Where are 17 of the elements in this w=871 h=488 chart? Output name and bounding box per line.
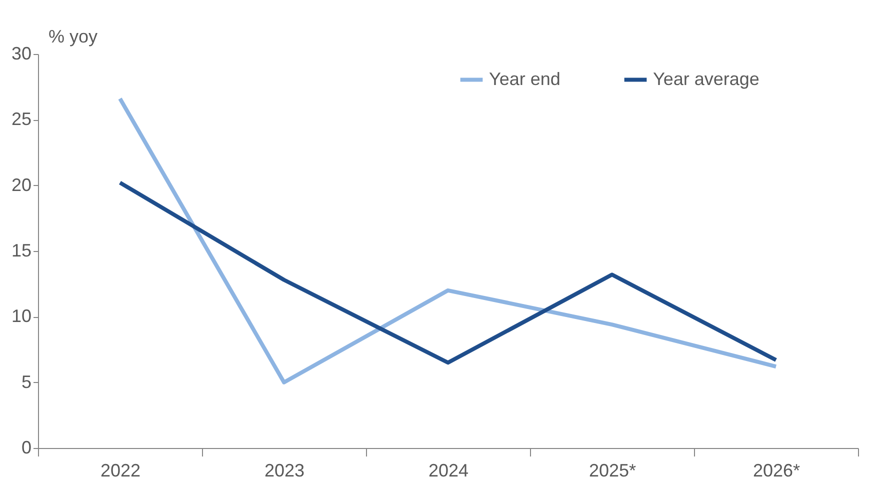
y-tick-label: 30 [11, 44, 32, 64]
y-tick-label: 20 [11, 174, 32, 195]
y-tick-label: 15 [11, 240, 32, 260]
line-series [118, 180, 778, 365]
x-tick-label: 2022 [100, 460, 141, 480]
y-tick-label: 0 [21, 438, 32, 458]
x-tick-label: 2026* [752, 460, 800, 480]
x-tick-label: 2024 [428, 460, 469, 480]
line-series [118, 96, 778, 384]
legend-label: Year end [489, 68, 560, 89]
x-tick-label: 2025* [588, 460, 636, 480]
legend-label: Year average [653, 68, 760, 89]
y-axis-title: % yoy [48, 26, 98, 46]
y-tick-label: 25 [11, 109, 32, 130]
x-tick-label: 2023 [264, 460, 305, 480]
y-tick-label: 10 [11, 306, 32, 326]
y-tick-label: 5 [21, 372, 32, 392]
